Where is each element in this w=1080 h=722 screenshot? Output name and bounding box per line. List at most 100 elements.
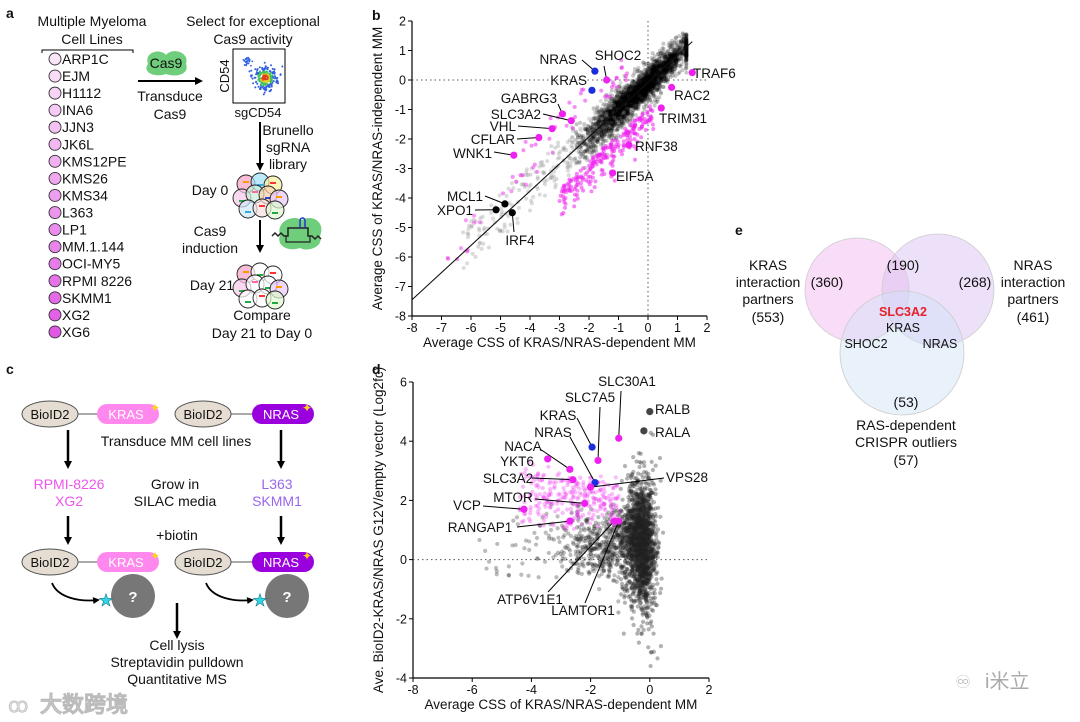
background-point — [657, 86, 662, 91]
background-point — [615, 115, 620, 120]
cell-line-label: INA6 — [62, 102, 93, 118]
background-point — [603, 133, 608, 138]
background-point — [651, 72, 656, 77]
background-point — [517, 187, 522, 192]
data-point — [625, 141, 633, 149]
background-point — [662, 61, 667, 66]
background-point — [628, 90, 633, 95]
background-point — [660, 530, 666, 535]
background-point — [569, 143, 574, 148]
background-point — [649, 76, 654, 81]
background-point — [612, 106, 617, 111]
cell-line-label: JJN3 — [62, 119, 94, 135]
hit-point — [650, 122, 655, 127]
background-point — [636, 85, 641, 90]
sgrna-mark — [276, 286, 282, 288]
x-tick-label: 0 — [646, 683, 653, 697]
chart-b: -8 -7 -6 -5 -4 -3 -2 -1 0 1 2210-1-2-3-4-5-6-7-8Av… — [370, 15, 736, 351]
background-point — [621, 90, 626, 95]
compare-label-2: Day 21 to Day 0 — [212, 325, 313, 341]
background-point — [614, 100, 619, 105]
background-point — [557, 155, 562, 160]
background-point — [637, 91, 642, 96]
background-point — [477, 241, 482, 246]
background-point — [469, 224, 474, 229]
background-point — [658, 586, 664, 591]
background-point — [565, 140, 570, 145]
background-point — [612, 115, 617, 120]
flow-dot — [273, 71, 276, 74]
background-point — [634, 89, 639, 94]
background-point — [552, 174, 557, 179]
x-tick-label: -1 — [613, 321, 624, 335]
background-point — [611, 105, 616, 110]
background-point — [651, 56, 656, 61]
background-point — [481, 241, 486, 246]
flow-dot — [256, 82, 259, 85]
hit-point — [619, 65, 624, 70]
background-point — [649, 56, 654, 61]
x-tick-label: -7 — [436, 321, 447, 335]
background-point — [678, 45, 683, 50]
compare-label: Compare — [233, 307, 291, 323]
induction-label-2: induction — [182, 240, 238, 256]
cell-lines-title: Multiple Myeloma — [38, 13, 147, 29]
background-point — [622, 95, 627, 100]
background-point — [625, 120, 630, 125]
background-point — [574, 161, 579, 166]
background-point — [630, 98, 635, 103]
y-tick-label: -6 — [395, 251, 406, 265]
cell-line-label: LP1 — [62, 222, 87, 238]
kras-cell-line-2: XG2 — [55, 493, 83, 509]
background-point — [646, 83, 651, 88]
hit-point — [632, 131, 637, 136]
background-point — [655, 97, 660, 102]
labeled-point-eif5a: EIF5A — [609, 169, 654, 184]
background-point — [561, 147, 566, 152]
background-point — [654, 78, 659, 83]
background-point — [667, 53, 672, 58]
background-point — [665, 49, 670, 54]
background-point — [593, 131, 598, 136]
background-point — [659, 78, 664, 83]
cell-line-item: KMS34 — [48, 187, 108, 203]
background-point — [629, 100, 634, 105]
background-point — [615, 102, 620, 107]
background-point — [574, 131, 579, 136]
y-tick-label: -7 — [395, 280, 406, 294]
background-point — [574, 129, 579, 134]
hit-point — [510, 174, 515, 179]
cell-line-item: ARP1C — [48, 51, 109, 67]
hit-point — [583, 98, 588, 103]
nras-cell-line-2: SKMM1 — [252, 493, 302, 509]
flow-dot — [251, 60, 254, 63]
background-point — [655, 74, 660, 79]
y-tick-label: 4 — [400, 435, 407, 449]
hit-point — [572, 105, 577, 110]
flow-dot — [275, 77, 278, 80]
background-point — [653, 506, 658, 511]
background-point — [599, 129, 604, 134]
hit-point — [624, 78, 629, 83]
background-point — [606, 109, 611, 114]
background-point — [614, 94, 619, 99]
data-point — [588, 86, 596, 94]
unknown-protein — [265, 574, 309, 618]
hit-point — [651, 127, 656, 132]
labeled-point-nras: NRAS — [539, 52, 599, 75]
background-point — [499, 206, 504, 211]
background-point — [655, 87, 660, 92]
background-point — [652, 66, 657, 71]
background-point — [631, 622, 636, 628]
flow-dot — [248, 58, 251, 61]
background-point — [678, 46, 683, 51]
background-point — [600, 111, 605, 116]
background-point — [658, 590, 663, 596]
flow-dot — [272, 72, 275, 75]
background-point — [644, 76, 649, 81]
background-point — [578, 126, 583, 131]
background-point — [674, 35, 679, 40]
background-point — [621, 631, 626, 636]
sgrna-mark — [243, 271, 249, 273]
star-icon: ✦ — [150, 401, 160, 415]
